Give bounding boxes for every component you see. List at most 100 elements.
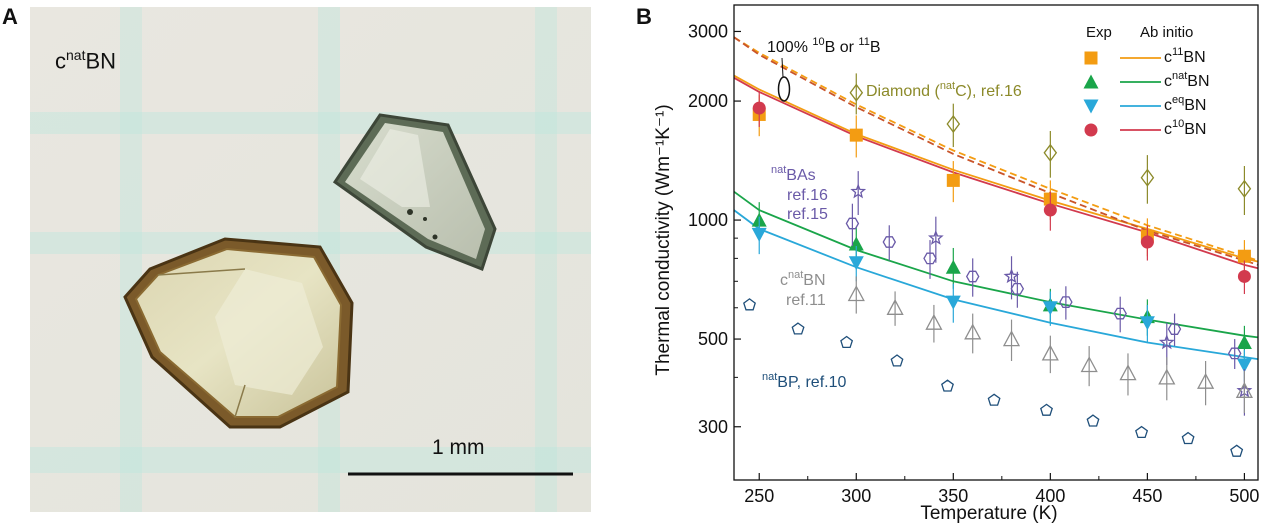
legend-label-sup: 10 <box>1172 118 1184 130</box>
data-point <box>1139 316 1155 331</box>
legend-label-sup: 11 <box>1172 46 1183 58</box>
data-point <box>946 173 960 187</box>
bn11-sup: nat <box>788 269 803 281</box>
crystal-photo-drawing <box>30 7 591 512</box>
data-point <box>1135 425 1149 439</box>
thermal-conductivity-chart: 250 300 350 400 450 500 300 500 1000 2000 3000 Tem… <box>653 4 1259 524</box>
x-tick-label: 400 <box>1035 486 1065 506</box>
data-point <box>965 270 980 283</box>
legend-entry-10BN: c10BN <box>1084 118 1206 138</box>
data-point <box>1230 444 1244 457</box>
data-point <box>751 227 767 242</box>
data-point <box>886 298 904 315</box>
data-point <box>1181 431 1195 445</box>
data-point <box>925 313 943 330</box>
data-point <box>1059 296 1073 308</box>
data-point <box>847 285 865 302</box>
x-tick-label: 350 <box>938 486 968 506</box>
data-point <box>1113 307 1127 320</box>
legend-label-sup: eq <box>1172 94 1184 106</box>
data-point <box>1235 381 1253 398</box>
y-tick-label: 300 <box>698 417 728 437</box>
large-crystal <box>123 237 354 429</box>
series-cnatbn-exp <box>751 202 1252 362</box>
data-point <box>1041 344 1059 361</box>
data-point <box>1158 334 1175 350</box>
series-diamond-natc-ref-16 <box>849 73 1252 215</box>
series-c10bn-exp <box>752 91 1251 295</box>
bn-ref11-ref: ref.11 <box>786 292 826 309</box>
legend-entry-natBN: cnatBN <box>1083 70 1210 90</box>
y-tick-label: 3000 <box>688 21 728 41</box>
data-point <box>890 354 904 367</box>
data-point <box>1236 358 1252 373</box>
bas-ref2: ref.15 <box>787 206 828 223</box>
data-point <box>1040 403 1053 416</box>
data-point <box>941 379 954 392</box>
data-point <box>752 101 766 115</box>
iso-c: B <box>870 39 881 56</box>
bp-tail: BP, ref.10 <box>777 374 846 391</box>
legend-label-tail: BN <box>1184 121 1206 138</box>
bn-ref11-annotation: cnatBN <box>780 269 826 289</box>
data-point <box>1140 235 1154 249</box>
iso-a: 100% <box>767 39 812 56</box>
sample-label-tail: BN <box>85 48 117 74</box>
fit-line-cnatBN <box>733 190 1259 339</box>
legend-label-base: c <box>1164 121 1172 138</box>
x-tick-label: 300 <box>841 486 871 506</box>
data-point <box>849 128 863 142</box>
data-point <box>850 183 867 199</box>
y-tick-label: 2000 <box>688 91 728 111</box>
label-layer: Temperature (K) Thermal conductivity (Wm… <box>653 24 1193 524</box>
x-tick-label: 500 <box>1229 486 1259 506</box>
bp-sup: nat <box>762 371 777 383</box>
panel-a-letter: A <box>2 4 18 29</box>
data-point <box>848 256 864 271</box>
fit-line-diamond-iso-orange <box>733 36 1259 262</box>
axis-layer: 250 300 350 400 450 500 300 500 1000 2000 3000 <box>688 4 1259 506</box>
data-point <box>1002 330 1021 347</box>
data-point <box>1237 249 1251 263</box>
bn11-tail: BN <box>803 272 825 289</box>
legend-label-base: c <box>1164 97 1172 114</box>
plot-layer <box>733 36 1259 457</box>
bp-annotation: natBP, ref.10 <box>762 371 846 391</box>
data-point <box>845 217 860 230</box>
diamond-a: Diamond ( <box>866 83 940 100</box>
isotope-pointer <box>781 57 784 78</box>
legend-label: ceqBN <box>1164 94 1206 114</box>
diamond-sup: nat <box>940 80 955 92</box>
y-axis-title: Thermal conductivity (Wm⁻¹K⁻¹) <box>653 104 674 375</box>
data-point <box>1227 347 1242 360</box>
sample-label-base: c <box>55 48 66 74</box>
y-tick-label: 1000 <box>688 210 728 230</box>
data-point <box>848 236 864 251</box>
legend-label: cnatBN <box>1164 70 1210 90</box>
legend-entry-eqBN: ceqBN <box>1083 94 1206 114</box>
legend-entry-11BN: c11BN <box>1084 46 1206 66</box>
small-crystal <box>332 113 497 271</box>
bas-sup: nat <box>771 164 786 176</box>
crystal-photo: cnatBN 1 mm <box>30 7 591 512</box>
data-point <box>849 83 864 102</box>
bas-ref1: ref.16 <box>787 187 828 204</box>
legend-label-tail: BN <box>1187 73 1209 90</box>
series-natbas-ref-16-hexagon <box>845 203 1242 369</box>
data-point <box>1003 268 1020 284</box>
fit-line-c10BN <box>733 77 1259 270</box>
data-point <box>1119 364 1137 381</box>
sample-label: cnatBN <box>55 47 116 74</box>
x-tick-label: 450 <box>1132 486 1162 506</box>
bas-tail: BAs <box>786 167 815 184</box>
legend-header-exp: Exp <box>1086 24 1112 41</box>
data-point <box>1237 269 1251 283</box>
bas-annotation: natBAs <box>771 164 816 184</box>
iso-sup2: 11 <box>858 36 869 48</box>
data-point <box>1140 168 1155 187</box>
series-natbp-ref-10 <box>743 298 1244 457</box>
x-axis-title: Temperature (K) <box>920 503 1057 524</box>
legend-marker <box>1084 51 1098 65</box>
series-ceqbn-exp <box>751 216 1252 382</box>
